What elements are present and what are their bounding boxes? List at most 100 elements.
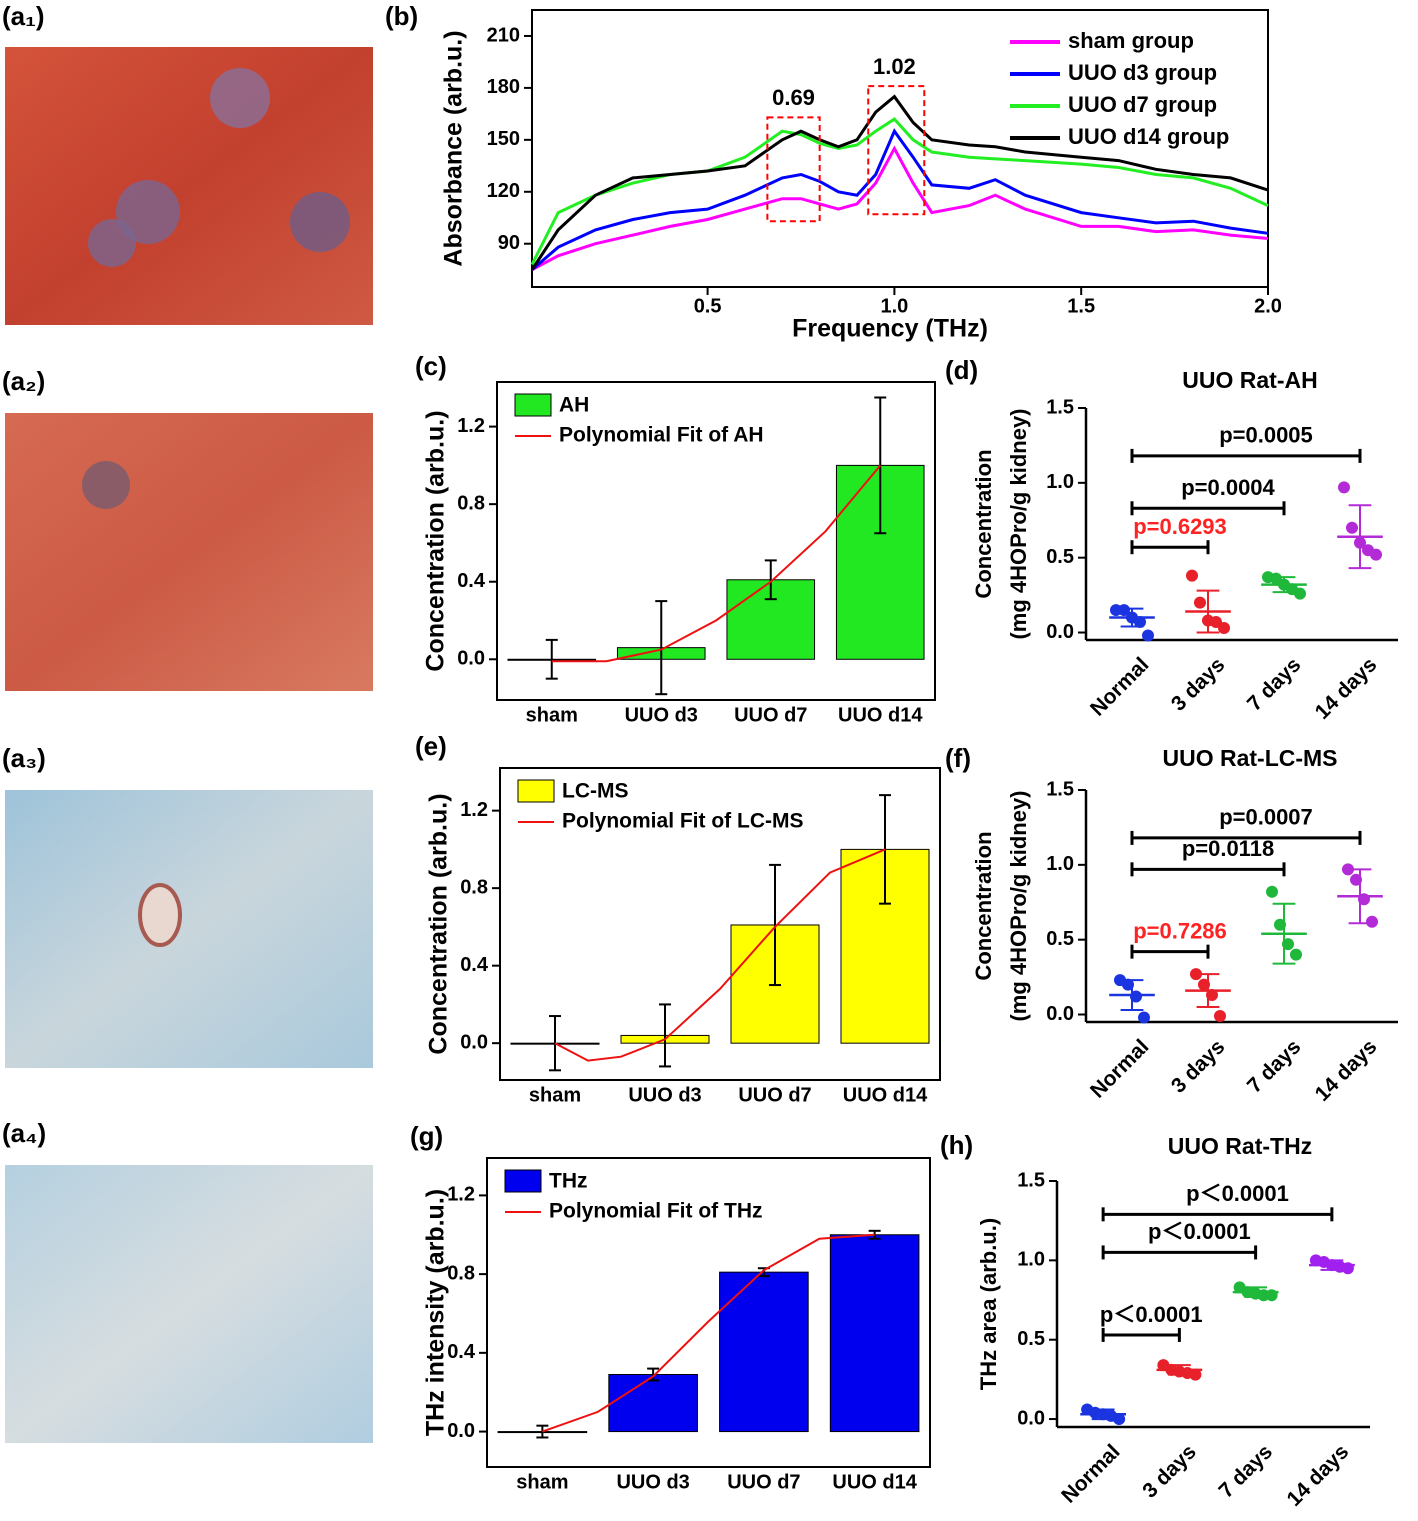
- y-tick-label: 1.0: [1046, 853, 1074, 875]
- y-tick-label: 1.5: [1017, 1169, 1045, 1191]
- p-value: p=0.0118: [1182, 836, 1274, 861]
- y-tick-label: 1.0: [1017, 1249, 1045, 1271]
- glomerulus: [290, 192, 350, 252]
- data-line: [531, 128, 1269, 271]
- panel-label: (d): [945, 355, 978, 385]
- p-value: p＜0.0001: [1186, 1181, 1289, 1206]
- panel-label: (a₂): [2, 366, 45, 396]
- chart-title: UUO Rat-AH: [1182, 367, 1317, 393]
- glomerulus: [116, 180, 180, 244]
- glomerulus: [82, 461, 130, 509]
- chart-panel: (e) 0.0 0.4 0.8 1.2 Concentration (arb.u.) LC-…: [415, 731, 941, 1106]
- y-tick-label: 90: [498, 232, 520, 254]
- panel-label: (a₁): [2, 1, 45, 31]
- p-value: p=0.7286: [1133, 918, 1227, 943]
- data-point: [1266, 885, 1278, 898]
- data-point: [1342, 863, 1354, 876]
- p-value: p=0.0004: [1181, 475, 1275, 500]
- data-point: [1338, 481, 1350, 494]
- data-point: [1138, 1011, 1150, 1024]
- p-value: p＜0.0001: [1148, 1219, 1251, 1244]
- legend-label: UUO d3 group: [1068, 60, 1217, 85]
- y-axis-label: THz area (arb.u.): [976, 1218, 1001, 1390]
- legend-label: LC-MS: [562, 780, 629, 803]
- histology-image: [5, 1165, 373, 1443]
- x-tick-label: 3 days: [1138, 1440, 1201, 1503]
- x-tick-label: UUO d7: [738, 1084, 811, 1106]
- plot-frame: [486, 1157, 931, 1468]
- panel-label: (g): [410, 1121, 443, 1151]
- data-point: [1294, 587, 1306, 600]
- x-tick-label: 0.5: [694, 295, 722, 317]
- chart-title: UUO Rat-THz: [1168, 1133, 1312, 1159]
- glomerulus: [210, 68, 270, 128]
- x-axis-label: Frequency (THz): [792, 315, 988, 343]
- y-axis-label: Concentration (arb.u.): [422, 410, 450, 671]
- y-tick-label: 0.0: [1046, 621, 1074, 643]
- glomerulus: [88, 219, 136, 267]
- p-value: p=0.6293: [1133, 514, 1227, 539]
- x-tick-label: UUO d14: [843, 1084, 928, 1106]
- histology-image: [5, 47, 373, 325]
- x-tick-label: 3 days: [1167, 653, 1230, 716]
- fit-line: [554, 848, 886, 1062]
- x-tick-label: UUO d7: [734, 704, 807, 726]
- y-axis-label: Concentration: [971, 449, 996, 598]
- y-tick-label: 0.8: [457, 492, 485, 514]
- y-axis-label: (mg 4HOPro/g kidney): [1006, 408, 1031, 639]
- legend-label: THz: [549, 1170, 588, 1193]
- y-tick-label: 1.5: [1046, 396, 1074, 418]
- legend-label: UUO d7 group: [1068, 92, 1217, 117]
- x-tick-label: 14 days: [1311, 653, 1382, 724]
- x-tick-label: 1.5: [1067, 295, 1095, 317]
- p-value: p=0.0005: [1219, 423, 1313, 448]
- y-axis-label: Absorbance (arb.u.): [440, 30, 468, 266]
- x-tick-label: 2.0: [1254, 295, 1282, 317]
- chart-panel: (c) 0.0 0.4 0.8 1.2 Concentration (arb.u.) AH s…: [415, 351, 936, 726]
- chart-panel: (h) UUO Rat-THz 0.0 0.5 1.0 1.5 THz area (arb.…: [940, 1130, 1370, 1511]
- histology-image: [5, 790, 373, 1068]
- y-tick-label: 0.0: [1017, 1407, 1045, 1429]
- y-tick-label: 1.5: [1046, 778, 1074, 800]
- data-line: [530, 94, 1269, 271]
- glomerulus: [138, 883, 182, 947]
- fit-line: [542, 1233, 875, 1433]
- data-point: [1189, 1368, 1202, 1381]
- legend-label: sham group: [1068, 28, 1194, 53]
- data-point: [1194, 596, 1206, 609]
- y-tick-label: 0.0: [1046, 1003, 1074, 1025]
- y-tick-label: 0.5: [1046, 928, 1074, 950]
- data-point: [1346, 521, 1358, 534]
- bar: [608, 1373, 698, 1433]
- y-tick-label: 0.8: [447, 1262, 475, 1284]
- legend-swatch: [514, 393, 552, 417]
- data-point: [1142, 629, 1154, 642]
- histology-image: [5, 413, 373, 691]
- x-tick-label: 7 days: [1243, 1035, 1306, 1098]
- data-line: [531, 145, 1269, 272]
- x-tick-label: 7 days: [1215, 1440, 1278, 1503]
- x-tick-label: sham: [529, 1084, 581, 1106]
- annotation: 0.69: [772, 85, 815, 110]
- data-point: [1370, 548, 1382, 561]
- panel-label: (e): [415, 731, 447, 761]
- panel-label: (c): [415, 351, 447, 381]
- x-tick-label: 7 days: [1243, 653, 1306, 716]
- panel-label: (h): [940, 1130, 973, 1160]
- x-tick-label: 1.0: [880, 295, 908, 317]
- annotation-box: [766, 116, 821, 223]
- x-tick-label: sham: [516, 1471, 568, 1493]
- y-tick-label: 0.0: [457, 648, 485, 670]
- x-tick-label: UUO d3: [628, 1084, 701, 1106]
- x-tick-label: 3 days: [1167, 1035, 1230, 1098]
- y-axis-label: Concentration: [971, 831, 996, 980]
- x-tick-label: UUO d3: [616, 1471, 689, 1493]
- plot-frame: [499, 767, 941, 1081]
- bar: [829, 1234, 920, 1433]
- chart-panel: (f) UUO Rat-LC-MS 0.0 0.5 1.0 1.5 Concentratio…: [945, 743, 1398, 1106]
- y-axis-label: THz intensity (arb.u.): [422, 1189, 450, 1436]
- chart-title: UUO Rat-LC-MS: [1162, 745, 1337, 771]
- y-tick-label: 0.5: [1017, 1328, 1045, 1350]
- p-value: p＜0.0001: [1100, 1302, 1203, 1327]
